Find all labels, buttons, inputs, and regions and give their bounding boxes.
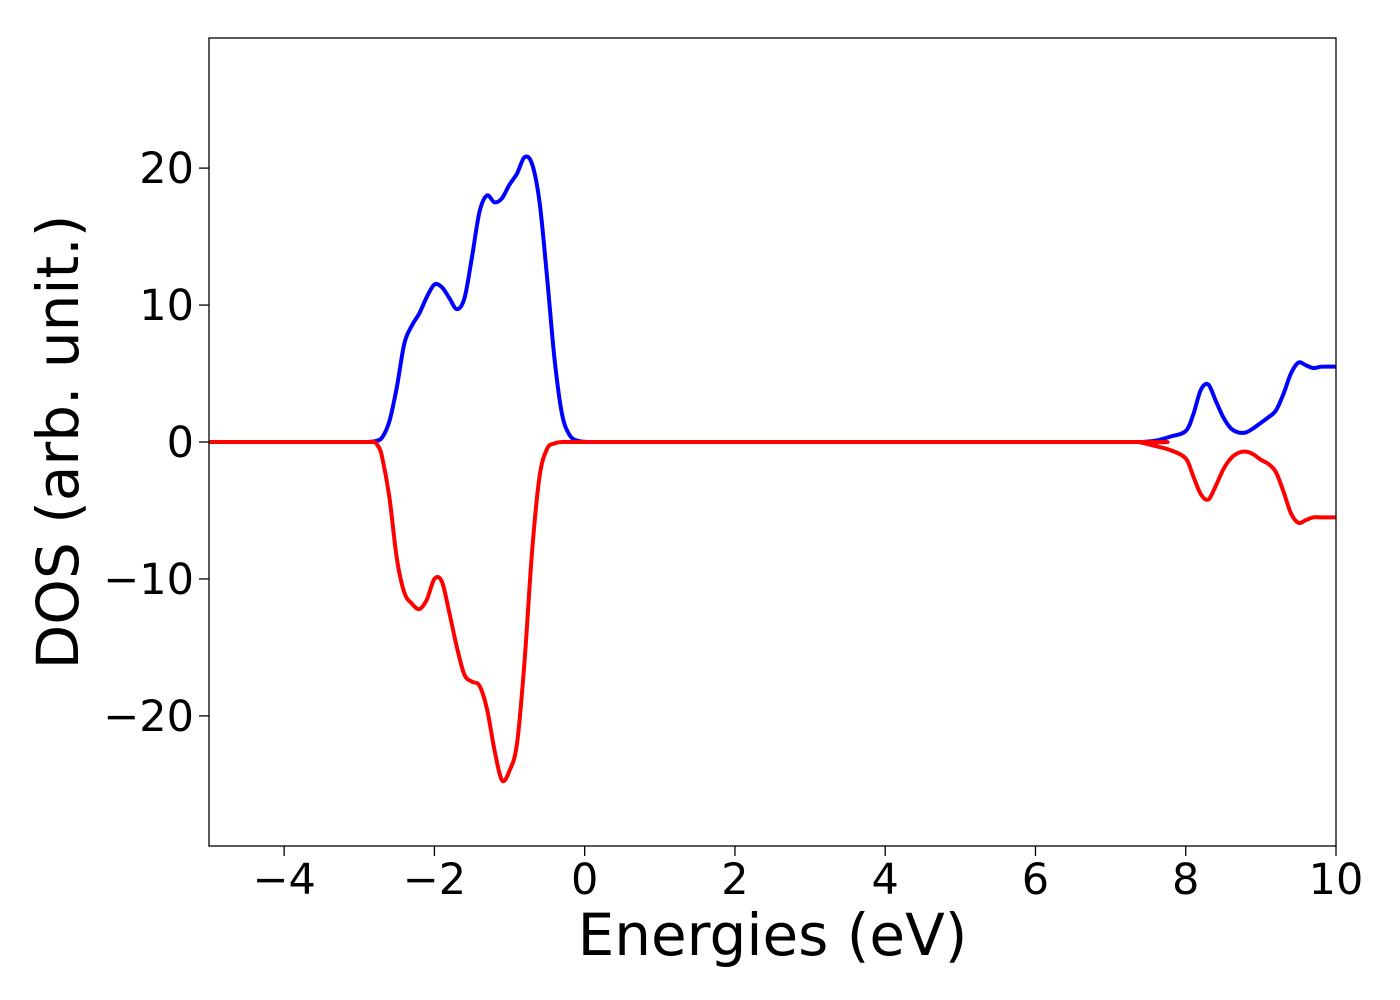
series-layer	[209, 154, 1336, 784]
y-axis-ticks: −20 −10 0 10 20	[103, 144, 209, 742]
x-tick-label: 0	[571, 855, 598, 905]
x-tick-label: −4	[252, 855, 315, 905]
y-axis-label: DOS (arb. unit.)	[24, 215, 92, 670]
y-tick-label: −10	[103, 555, 194, 605]
series-line-spin-down	[209, 439, 1336, 784]
x-tick-label: −2	[403, 855, 466, 905]
x-tick-label: 6	[1022, 855, 1049, 905]
x-tick-label: 2	[721, 855, 748, 905]
x-tick-label: 8	[1172, 855, 1199, 905]
x-axis-ticks: −4 −2 0 2 4 6 8 10	[252, 846, 1363, 905]
y-tick-label: 10	[139, 281, 194, 331]
x-axis-label: Energies (eV)	[578, 901, 968, 969]
x-tick-label: 10	[1309, 855, 1364, 905]
y-tick-label: −20	[103, 692, 194, 742]
y-tick-label: 20	[139, 144, 194, 194]
y-tick-label: 0	[167, 418, 194, 468]
x-tick-label: 4	[872, 855, 899, 905]
